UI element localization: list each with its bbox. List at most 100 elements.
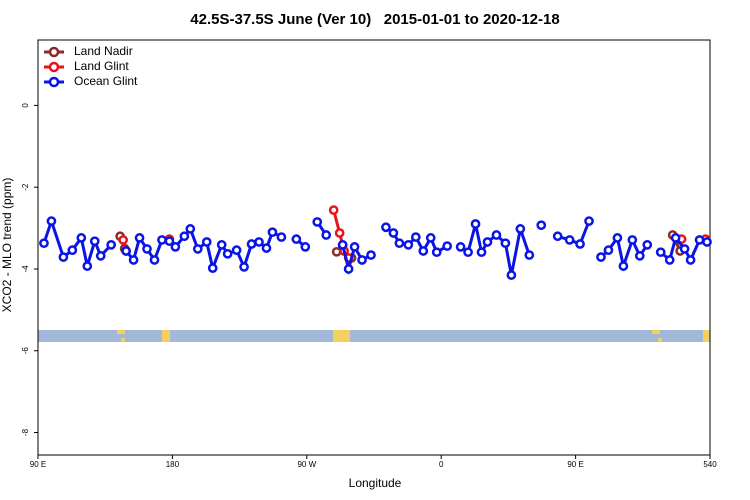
data-point — [312, 217, 323, 227]
legend-label: Land Glint — [74, 59, 129, 73]
data-point — [192, 244, 203, 254]
data-point — [694, 235, 705, 245]
data-point — [95, 251, 106, 261]
x-tick-label: 90 E — [567, 460, 583, 469]
data-point — [239, 262, 249, 272]
y-tick-label: -8 — [21, 428, 30, 436]
data-point — [67, 245, 78, 256]
legend-label: Ocean Glint — [74, 74, 138, 88]
x-axis-label: Longitude — [349, 476, 402, 490]
data-point — [524, 250, 535, 260]
data-point — [381, 222, 391, 233]
data-point — [500, 238, 511, 249]
legend-marker — [48, 61, 60, 73]
data-point — [276, 232, 287, 242]
data-point — [702, 237, 712, 247]
data-point — [685, 255, 696, 265]
data-point — [291, 234, 302, 244]
data-point — [442, 241, 453, 251]
data-point — [366, 250, 376, 260]
data-point — [357, 255, 367, 265]
data-point — [634, 251, 645, 261]
data-point — [216, 239, 227, 250]
data-point — [128, 255, 139, 265]
data-point — [418, 246, 429, 256]
data-point — [664, 255, 675, 265]
plot-frame — [37, 39, 711, 456]
land-spot — [333, 330, 350, 342]
data-point — [603, 245, 614, 256]
data-point — [536, 220, 547, 231]
data-point — [76, 233, 87, 243]
data-point — [655, 247, 666, 258]
data-point — [231, 245, 242, 256]
data-point — [321, 230, 332, 240]
land-spot — [652, 330, 660, 334]
y-tick-label: -2 — [21, 183, 30, 191]
data-point — [642, 239, 653, 250]
data-point — [118, 235, 128, 245]
land-spot — [658, 338, 662, 342]
data-point — [254, 237, 264, 247]
data-point — [455, 242, 466, 252]
x-tick-label: 0 — [439, 460, 444, 469]
data-point — [106, 239, 117, 250]
data-point — [328, 205, 339, 215]
data-point — [46, 216, 57, 226]
data-point — [575, 239, 585, 249]
data-point — [164, 236, 175, 247]
data-point — [552, 231, 563, 242]
y-tick-label: 0 — [21, 103, 30, 108]
data-point — [596, 252, 606, 262]
data-point — [463, 247, 473, 258]
x-tick-label: 180 — [166, 460, 180, 469]
x-tick-label: 540 — [703, 460, 717, 469]
x-tick-label: 90 W — [297, 460, 316, 469]
data-point — [82, 261, 93, 271]
data-point — [58, 252, 69, 262]
data-point — [491, 230, 502, 240]
data-point — [403, 239, 414, 250]
data-point — [201, 237, 212, 247]
data-point — [515, 224, 526, 234]
data-point — [343, 264, 354, 274]
data-point — [157, 235, 167, 245]
data-point — [612, 233, 623, 243]
ocean-band — [38, 330, 710, 342]
data-point — [564, 235, 575, 245]
data-point — [506, 270, 517, 280]
land-spot — [121, 338, 125, 342]
data-point — [394, 238, 405, 249]
data-point — [331, 246, 342, 257]
data-point — [388, 228, 399, 238]
data-point — [482, 237, 493, 247]
data-point — [39, 238, 49, 249]
data-point — [185, 224, 196, 234]
data-point — [89, 236, 100, 247]
data-point — [121, 246, 131, 256]
y-axis-label: XCO2 - MLO trend (ppm) — [0, 178, 14, 313]
data-point — [618, 261, 629, 271]
data-point — [261, 243, 272, 253]
data-point — [246, 239, 257, 249]
data-point — [142, 244, 152, 254]
data-point — [267, 227, 278, 238]
y-tick-label: -6 — [21, 347, 30, 355]
data-point — [670, 233, 681, 243]
data-point — [207, 263, 218, 273]
data-point — [179, 231, 190, 242]
land-spot — [162, 330, 170, 342]
data-point — [627, 235, 638, 245]
data-point — [149, 255, 160, 265]
x-tick-label: 90 E — [30, 460, 46, 469]
data-point — [425, 233, 436, 243]
legend-marker — [48, 46, 60, 58]
data-point — [470, 219, 481, 229]
data-point — [337, 239, 348, 250]
data-point — [679, 244, 690, 254]
data-point — [410, 232, 421, 242]
land-spot — [703, 330, 710, 342]
surface-band — [38, 330, 710, 342]
chart-title: 42.5S-37.5S June (Ver 10) 2015-01-01 to … — [190, 11, 559, 28]
